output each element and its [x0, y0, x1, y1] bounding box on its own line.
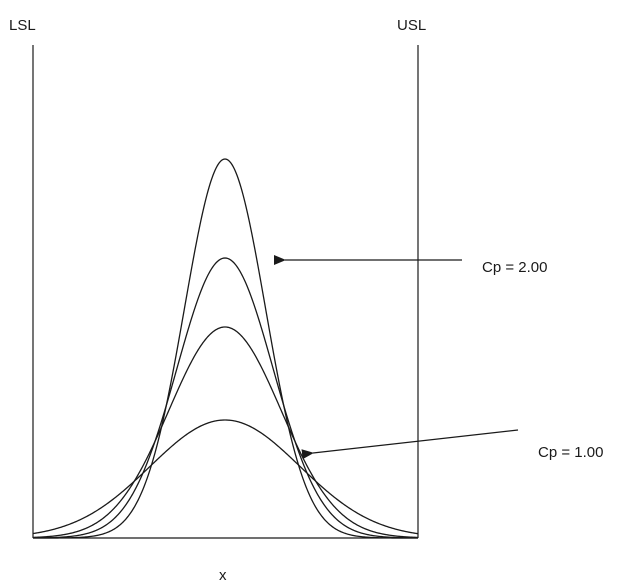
usl-label: USL [397, 17, 426, 34]
x-axis-label: x [219, 567, 227, 582]
cp-1-label: Cp = 1.00 [538, 444, 603, 461]
distribution-curve-2 [32, 257, 418, 539]
cp-1-arrow [301, 429, 519, 460]
distribution-curve-3 [32, 326, 419, 539]
distribution-curves [32, 158, 419, 539]
distribution-curve-4 [32, 419, 419, 535]
lsl-label: LSL [9, 17, 36, 34]
distribution-curve-1 [32, 158, 418, 539]
cp-2-label: Cp = 2.00 [482, 259, 547, 276]
